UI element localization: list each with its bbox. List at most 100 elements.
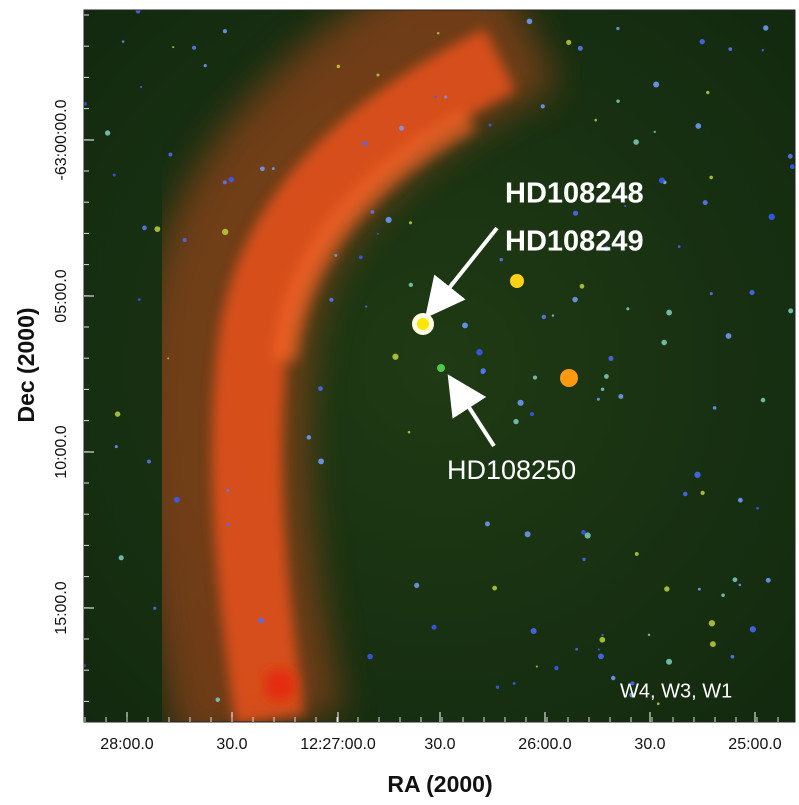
star bbox=[271, 167, 275, 171]
star bbox=[222, 29, 227, 34]
star bbox=[488, 123, 492, 127]
star bbox=[541, 314, 547, 320]
star bbox=[513, 418, 519, 425]
star bbox=[683, 491, 688, 497]
annotation: HD108249 bbox=[505, 226, 644, 258]
star bbox=[554, 666, 559, 671]
star bbox=[694, 471, 701, 478]
star bbox=[725, 333, 732, 339]
y-tick-label: 15:00.0 bbox=[53, 581, 70, 634]
star bbox=[370, 210, 375, 214]
star bbox=[656, 702, 660, 706]
star bbox=[524, 531, 531, 538]
star bbox=[399, 125, 405, 131]
star bbox=[599, 636, 606, 643]
annotation: HD108248 bbox=[505, 178, 644, 210]
star bbox=[408, 282, 414, 288]
star bbox=[582, 557, 586, 562]
star bbox=[540, 104, 545, 109]
star bbox=[530, 627, 537, 635]
y-tick-label: 10:00.0 bbox=[53, 425, 70, 478]
star bbox=[658, 177, 665, 184]
star bbox=[414, 582, 420, 589]
star bbox=[84, 101, 87, 106]
star bbox=[222, 180, 227, 185]
star bbox=[476, 349, 483, 356]
star bbox=[616, 99, 620, 103]
star bbox=[118, 555, 124, 561]
star bbox=[137, 298, 141, 301]
star bbox=[618, 394, 624, 400]
star bbox=[634, 551, 639, 556]
star bbox=[596, 397, 600, 401]
star bbox=[763, 25, 769, 31]
star bbox=[608, 355, 614, 361]
star bbox=[121, 40, 125, 43]
star bbox=[697, 587, 701, 591]
star bbox=[653, 81, 660, 88]
star bbox=[215, 697, 221, 702]
y-tick-label: -63:00:00.0 bbox=[53, 99, 70, 180]
star bbox=[203, 63, 207, 68]
star bbox=[228, 176, 234, 183]
star bbox=[708, 620, 716, 627]
star bbox=[147, 459, 151, 464]
star bbox=[495, 685, 500, 689]
star bbox=[336, 64, 341, 69]
star bbox=[168, 152, 173, 157]
star bbox=[581, 530, 586, 535]
star bbox=[530, 412, 534, 417]
x-tick-label: 28:00.0 bbox=[100, 736, 153, 753]
star bbox=[260, 166, 265, 172]
star bbox=[709, 641, 716, 648]
star bbox=[709, 292, 713, 296]
star bbox=[728, 47, 733, 51]
star bbox=[153, 606, 157, 610]
star bbox=[334, 253, 338, 257]
x-tick-label: 25:00.0 bbox=[728, 736, 781, 753]
star bbox=[431, 624, 437, 630]
star bbox=[700, 490, 705, 495]
star bbox=[600, 387, 605, 392]
star bbox=[737, 497, 743, 503]
star bbox=[677, 245, 681, 248]
star bbox=[768, 213, 775, 221]
star bbox=[139, 85, 143, 89]
star bbox=[226, 489, 230, 493]
star bbox=[444, 95, 448, 99]
star bbox=[535, 665, 538, 668]
star bbox=[566, 39, 572, 45]
star bbox=[434, 95, 437, 98]
star bbox=[112, 173, 116, 177]
band-label: W4, W3, W1 bbox=[620, 680, 732, 702]
x-tick-label: 12:27:00.0 bbox=[300, 736, 376, 753]
star bbox=[222, 228, 229, 236]
star bbox=[598, 653, 604, 660]
star bbox=[749, 626, 756, 633]
star bbox=[408, 221, 413, 225]
star bbox=[142, 225, 147, 231]
star bbox=[167, 357, 170, 360]
star bbox=[512, 681, 516, 685]
star bbox=[376, 232, 379, 235]
star bbox=[788, 308, 794, 314]
star bbox=[532, 375, 538, 380]
star bbox=[385, 216, 392, 224]
star bbox=[318, 458, 325, 465]
star bbox=[114, 411, 121, 417]
x-tick-label: 30.0 bbox=[424, 736, 455, 753]
star bbox=[484, 521, 490, 527]
star bbox=[551, 314, 555, 317]
x-tick-label: 30.0 bbox=[634, 736, 665, 753]
star bbox=[594, 118, 597, 122]
star bbox=[709, 175, 713, 180]
star bbox=[306, 435, 312, 440]
star bbox=[584, 532, 591, 539]
star bbox=[732, 577, 738, 583]
star bbox=[499, 257, 503, 262]
star bbox=[436, 32, 440, 35]
star bbox=[661, 339, 667, 346]
star bbox=[480, 368, 486, 374]
star bbox=[630, 681, 635, 686]
